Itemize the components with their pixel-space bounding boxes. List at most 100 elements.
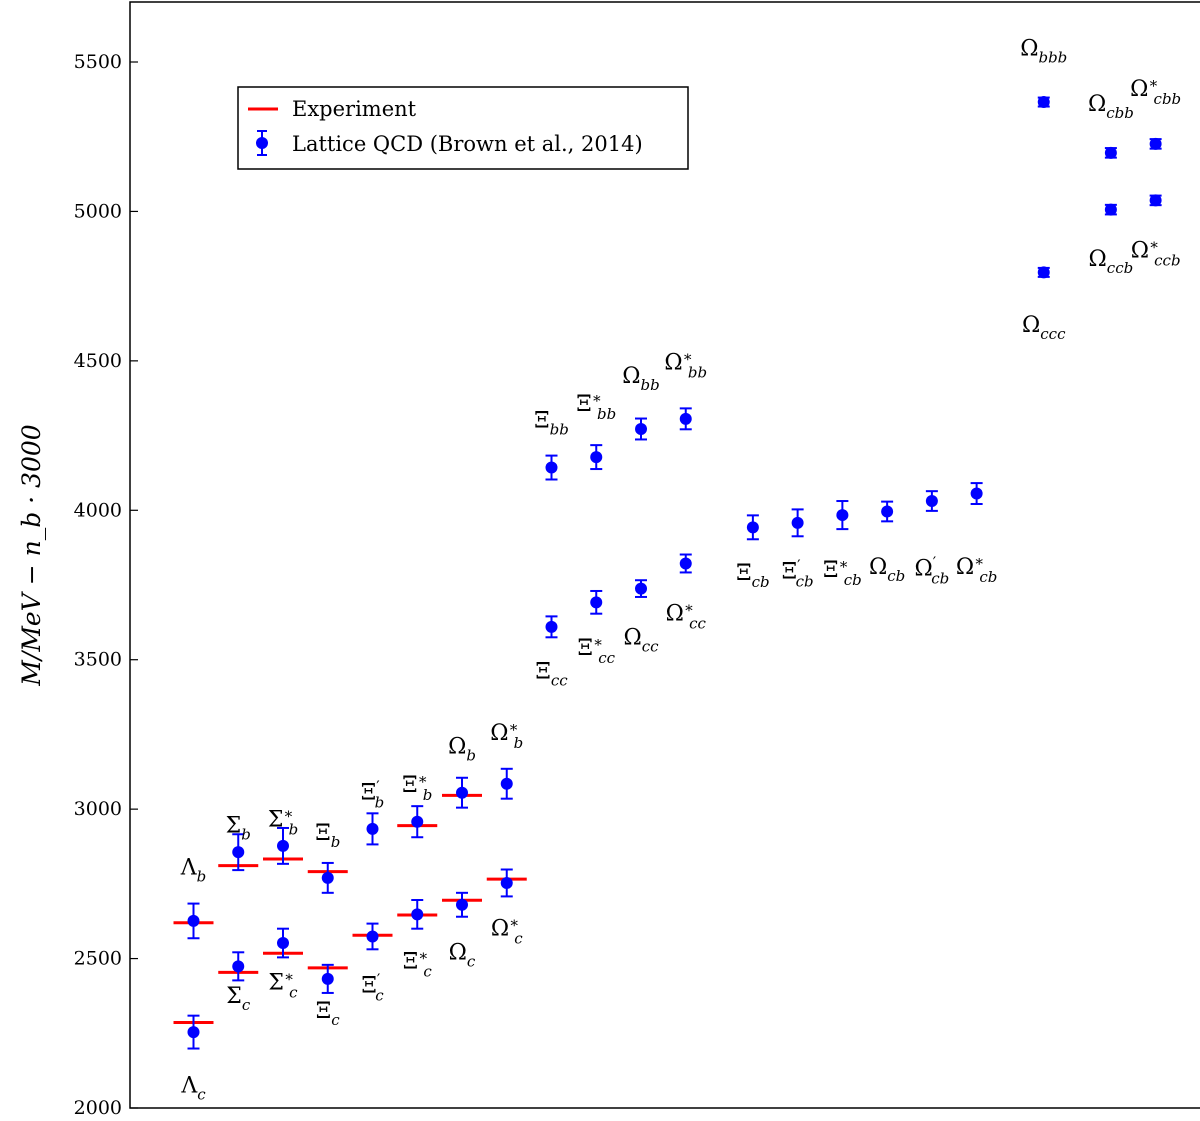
label-omega-cb: Ωcb — [869, 555, 905, 585]
label-xi-bb: Ξbb — [534, 409, 569, 439]
label-xi-c: Ξc — [316, 999, 340, 1029]
label-omegastar-cb: Ω∗ cb — [956, 552, 997, 586]
lattice-point-omega-cc — [635, 579, 647, 598]
y-tick-label-5500: 5500 — [74, 51, 122, 73]
lattice-point-xistar-cb — [836, 500, 849, 531]
lattice-point-omega-cbb — [1104, 146, 1117, 159]
marker — [635, 582, 647, 595]
marker — [232, 846, 245, 859]
label-xistar-b: Ξ∗ b — [402, 770, 432, 804]
marker — [456, 898, 468, 911]
label-xistar-bb: Ξ∗ bb — [576, 389, 616, 423]
particle-labels: Λc Λb Σc Σb Σ∗ c Σ∗ b Ξc Ξb Ξ′ c Ξ′ b Ξ∗ c Ξ∗ b Ωc Ωb Ω∗ c Ω∗ b… — [180, 37, 1181, 1104]
lattice-point-xiprime-cb — [791, 508, 804, 538]
marker — [366, 822, 379, 835]
marker — [545, 620, 558, 633]
lattice-point-xistar-cc — [590, 589, 603, 615]
lattice-point-xiprime-b — [366, 812, 379, 846]
label-omega-cbb: Ωcbb — [1088, 92, 1134, 122]
y-tick-label-3000: 3000 — [74, 798, 122, 820]
label-omegastar-c: Ω∗ c — [491, 914, 523, 948]
label-omegastar-cc: Ω∗ cc — [666, 598, 707, 632]
y-tick-label-4500: 4500 — [74, 350, 122, 372]
lattice-point-omega-b — [456, 776, 468, 809]
label-omega-c: Ωc — [449, 941, 476, 971]
marker — [366, 930, 379, 943]
lattice-point-xi-cc — [545, 615, 558, 639]
y-tick-label-5000: 5000 — [74, 200, 122, 222]
marker — [321, 972, 334, 985]
y-tick-label-3500: 3500 — [74, 649, 122, 671]
lattice-point-omegaprime-cb — [925, 490, 938, 512]
lattice-point-sigma-c — [232, 951, 245, 982]
lattice-point-xistar-c — [411, 898, 424, 930]
label-omegastar-b: Ω∗ b — [490, 718, 523, 752]
lattice-point-xi-b — [321, 861, 334, 894]
lattice-point-sigma-b — [232, 833, 245, 872]
legend-lattice-label: Lattice QCD (Brown et al., 2014) — [292, 132, 643, 156]
legend: Experiment Lattice QCD (Brown et al., 20… — [237, 86, 689, 170]
label-sigmastar-c: Σ∗ c — [268, 967, 298, 1001]
marker — [836, 509, 849, 522]
lattice-point-omega-ccc — [1037, 266, 1050, 279]
label-xiprime-c: Ξ′ c — [361, 970, 384, 1004]
y-tick-label-2500: 2500 — [74, 948, 122, 970]
label-xi-b: Ξb — [315, 821, 340, 851]
marker — [277, 937, 289, 950]
marker — [925, 495, 938, 508]
label-omega-bbb: Ωbbb — [1020, 37, 1067, 67]
marker — [1149, 194, 1162, 207]
lattice-point-omega-bbb — [1037, 96, 1050, 109]
marker — [590, 451, 603, 464]
marker — [277, 839, 289, 852]
lattice-point-omega-cb — [881, 500, 894, 523]
lattice-point-xiprime-c — [366, 922, 379, 951]
plot-frame — [129, 1, 1200, 1109]
marker — [187, 914, 200, 927]
marker — [746, 521, 759, 534]
label-xistar-cc: Ξ∗ cc — [578, 633, 616, 667]
label-xistar-cb: Ξ∗ cb — [823, 555, 862, 589]
lattice-point-xi-cb — [746, 514, 759, 541]
y-axis-ticks: 2000 2500 3000 3500 4000 4500 5000 5500 — [74, 51, 138, 1119]
lattice-point-omegastar-b — [500, 767, 513, 800]
lattice-point-omega-c — [456, 891, 468, 918]
lattice-point-xistar-bb — [590, 444, 603, 471]
marker — [970, 487, 983, 500]
lattice-point-omegastar-cb — [970, 482, 983, 506]
marker — [500, 876, 513, 889]
legend-experiment-label: Experiment — [292, 97, 417, 121]
lattice-point-sigmastar-c — [277, 927, 289, 959]
label-sigma-b: Σb — [226, 814, 251, 844]
label-omegaprime-cb: Ω′ cb — [915, 554, 950, 588]
label-omega-ccc: Ωccc — [1022, 313, 1066, 343]
label-xi-cb: Ξcb — [736, 561, 770, 591]
lattice-point-lambda-b — [187, 902, 200, 940]
label-sigma-c: Σc — [226, 984, 251, 1014]
label-omega-ccb: Ωccb — [1089, 247, 1134, 277]
label-omegastar-cbb: Ω∗ cbb — [1130, 74, 1181, 108]
y-tick-label-2000: 2000 — [74, 1097, 122, 1119]
label-sigmastar-b: Σ∗ b — [268, 805, 298, 839]
marker — [545, 461, 558, 474]
lattice-point-omegastar-ccb — [1149, 194, 1162, 207]
label-lambda-b: Λb — [180, 855, 207, 885]
marker — [1149, 137, 1162, 150]
marker — [1037, 96, 1050, 109]
lattice-points — [187, 96, 1162, 1050]
marker — [791, 516, 804, 529]
label-xiprime-b: Ξ′ b — [361, 778, 385, 812]
label-xiprime-cb: Ξ′ cb — [782, 557, 814, 591]
label-xi-cc: Ξcc — [535, 660, 568, 690]
marker — [590, 596, 603, 609]
lattice-point-xi-bb — [545, 454, 558, 481]
lattice-point-omegastar-c — [500, 868, 513, 898]
legend-lattice-marker — [256, 137, 268, 149]
marker — [679, 412, 692, 425]
marker — [1037, 266, 1050, 279]
marker — [1104, 203, 1117, 216]
marker — [500, 777, 513, 790]
label-omega-cc: Ωcc — [623, 625, 659, 655]
marker — [679, 557, 692, 570]
label-lambda-c: Λc — [180, 1074, 206, 1104]
